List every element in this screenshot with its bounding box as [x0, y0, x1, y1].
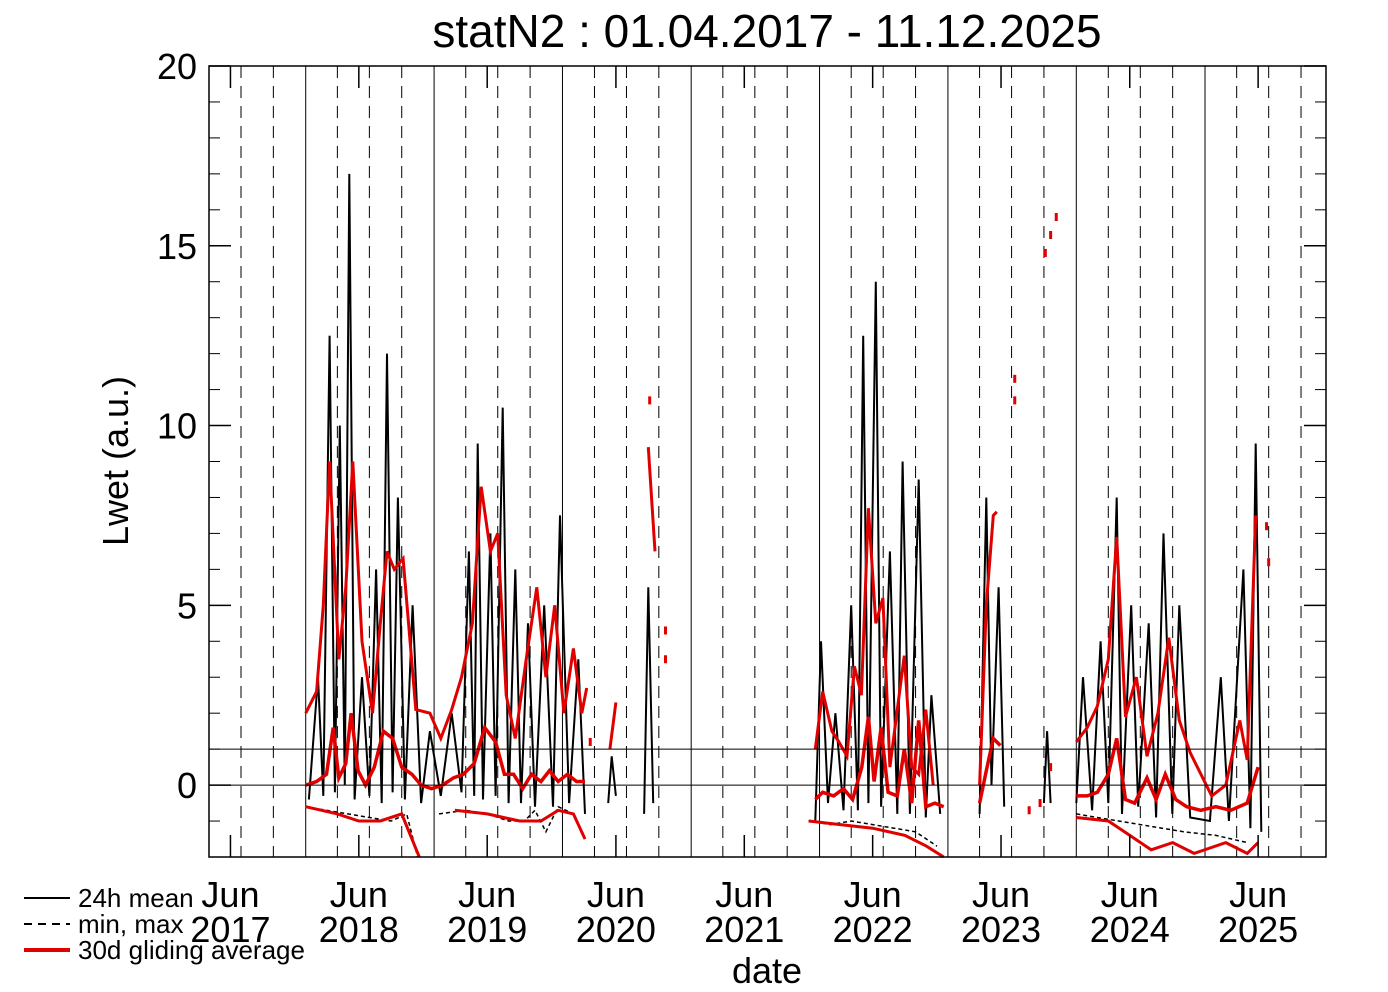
- scatter-mark: [648, 396, 652, 405]
- x-tick-label-month: Jun: [201, 874, 259, 915]
- series-segment: [307, 173, 586, 814]
- y-tick-label: 0: [177, 765, 197, 806]
- x-tick-label-month: Jun: [458, 874, 516, 915]
- upper-envelope: [304, 447, 1258, 799]
- lower-envelope-segment: [305, 805, 421, 858]
- series-min-max: [305, 805, 1248, 858]
- x-tick-label-year: 2021: [704, 909, 784, 950]
- scatter-mark: [1013, 396, 1017, 405]
- scatter-mark: [1038, 799, 1042, 808]
- series-segment: [305, 712, 585, 793]
- series-segment: [1076, 813, 1248, 844]
- scatter-mark: [1265, 522, 1269, 531]
- y-tick-label: 15: [157, 226, 197, 267]
- upper-envelope-segment: [813, 508, 935, 786]
- x-tick-label-month: Jun: [330, 874, 388, 915]
- y-tick-label: 10: [157, 406, 197, 447]
- legend-label: 24h mean: [78, 883, 194, 913]
- scatter-mark: [1049, 230, 1053, 239]
- scatter-fragments: [588, 213, 1271, 815]
- x-tick-label-year: 2020: [576, 909, 656, 950]
- scatter-mark: [664, 655, 668, 664]
- x-tick-label-year: 2024: [1090, 909, 1170, 950]
- series-segment: [977, 734, 1002, 804]
- x-tick-label-year: 2022: [833, 909, 913, 950]
- grid-layer: [240, 66, 1302, 857]
- x-tick-label-month: Jun: [844, 874, 902, 915]
- data-layer: [304, 173, 1271, 859]
- y-axis-ticks: 0 5 10 15 20: [157, 46, 1326, 858]
- lower-envelope: [305, 805, 1260, 859]
- legend-label: min, max: [78, 909, 183, 939]
- upper-envelope-segment: [608, 702, 618, 750]
- reference-lines: [209, 748, 1326, 786]
- x-tick-label-year: 2025: [1218, 909, 1298, 950]
- scatter-mark: [1049, 763, 1053, 772]
- y-tick-label: 5: [177, 585, 197, 626]
- x-tick-label-month: Jun: [587, 874, 645, 915]
- upper-envelope-segment: [304, 461, 589, 743]
- scatter-mark: [588, 737, 592, 746]
- x-tick-label-month: Jun: [1229, 874, 1287, 915]
- scatter-mark: [1013, 374, 1017, 383]
- scatter-mark: [1267, 558, 1271, 567]
- legend-label: 30d gliding average: [78, 935, 305, 965]
- lower-envelope-segment: [1076, 816, 1260, 856]
- x-axis-ticks: Jun2017Jun2018Jun2019Jun2020Jun2021Jun20…: [190, 66, 1298, 950]
- series-segment: [1075, 443, 1263, 832]
- series-segment: [643, 587, 655, 814]
- y-tick-label: 20: [157, 46, 197, 87]
- x-tick-label-year: 2023: [961, 909, 1041, 950]
- scatter-mark: [1054, 213, 1058, 222]
- x-tick-label-year: 2017: [190, 909, 270, 950]
- x-tick-label-month: Jun: [972, 874, 1030, 915]
- series-segment: [607, 756, 617, 804]
- x-tick-label-year: 2018: [319, 909, 399, 950]
- x-tick-label-year: 2019: [447, 909, 527, 950]
- series-30d-gliding-average: [305, 712, 1260, 813]
- lower-envelope-segment: [808, 819, 945, 859]
- x-tick-label-month: Jun: [1101, 874, 1159, 915]
- scatter-mark: [664, 626, 668, 635]
- series-segment: [1042, 731, 1052, 804]
- upper-envelope-segment: [978, 510, 998, 786]
- upper-envelope-segment: [646, 447, 657, 552]
- scatter-mark: [1027, 806, 1031, 815]
- y-axis-label: Lwet (a.u.): [95, 376, 136, 546]
- x-axis-label: date: [732, 950, 802, 991]
- chart-title: statN2 : 01.04.2017 - 11.12.2025: [432, 5, 1101, 57]
- series-24h-mean: [307, 173, 1263, 832]
- x-tick-label-month: Jun: [715, 874, 773, 915]
- scatter-mark: [1043, 248, 1047, 257]
- upper-envelope-segment: [1075, 515, 1258, 799]
- lower-envelope-segment: [454, 808, 587, 840]
- series-segment: [814, 281, 942, 822]
- series-segment: [1076, 738, 1260, 813]
